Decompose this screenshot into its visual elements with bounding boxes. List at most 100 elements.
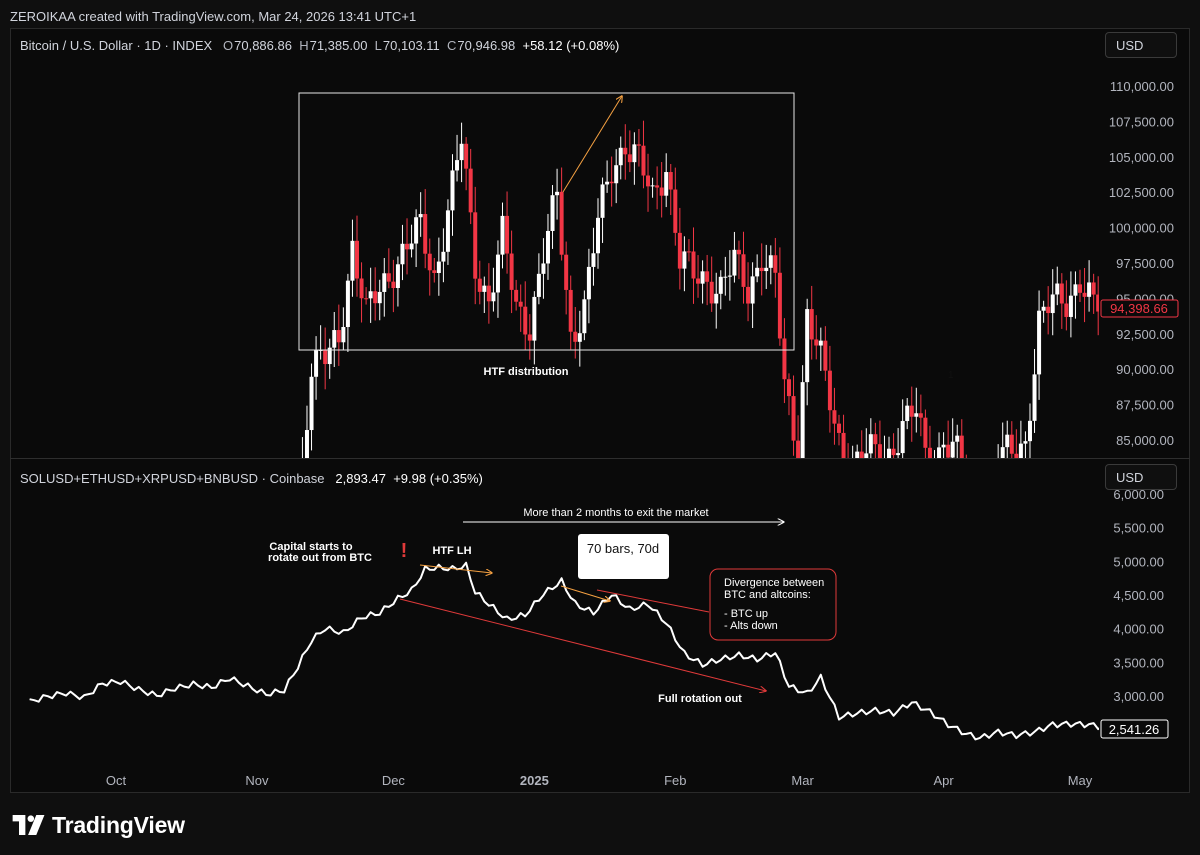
btc-candle-body: [468, 168, 473, 213]
divergence-pointer-line[interactable]: [596, 589, 710, 613]
btc-candle-body: [723, 276, 728, 278]
tradingview-logo[interactable]: TradingView: [12, 812, 185, 839]
chart-frame: [10, 28, 1190, 793]
time-axis-tick: Mar: [791, 773, 814, 788]
btc-axis-tick: 90,000.00: [1116, 362, 1174, 377]
btc-change: +58.12 (+0.08%): [522, 38, 620, 53]
btc-candle-body: [932, 475, 936, 492]
btc-candle-body: [782, 338, 787, 380]
btc-candle-body: [278, 561, 282, 579]
alts-axis-tick: 5,000.00: [1113, 554, 1164, 569]
btc-candle-body: [400, 243, 405, 265]
btc-candle-body: [814, 339, 819, 346]
btc-candle-body: [686, 251, 691, 253]
close-value: 70,946.98: [457, 38, 516, 53]
btc-candle-body: [1055, 283, 1060, 295]
btc-candle-body: [905, 405, 910, 422]
btc-price-axis[interactable]: 110,000.00 107,500.00 105,000.00 102,500.00…: [1109, 79, 1174, 448]
open-value: 70,886.86: [234, 38, 292, 53]
btc-candle-body: [646, 175, 651, 187]
btc-candle-body: [673, 189, 678, 233]
btc-candle-body: [823, 340, 828, 371]
months-exit-label: More than 2 months to exit the market: [523, 507, 708, 519]
bars-range-box[interactable]: [578, 534, 669, 579]
btc-candle-body: [523, 306, 528, 335]
btc-candle-body: [791, 396, 796, 441]
alts-lower-high-arrow-1[interactable]: [419, 564, 492, 573]
btc-higher-high-arrow[interactable]: [562, 96, 622, 193]
btc-candle-body: [755, 267, 760, 277]
btc-candle-body: [777, 272, 782, 339]
btc-symbol: Bitcoin / U.S. Dollar · 1D · INDEX: [20, 38, 213, 53]
capital-rotate-label-2: rotate out from BTC: [268, 552, 372, 564]
btc-candle-body: [477, 278, 482, 292]
currency-button-bottom[interactable]: USD: [1105, 464, 1177, 490]
btc-candle-body: [609, 181, 614, 184]
btc-candle-body: [591, 253, 596, 267]
pane-divider[interactable]: [10, 458, 1190, 459]
btc-candle-body: [877, 444, 882, 458]
btc-candle-body: [436, 261, 441, 273]
btc-candle-body: [851, 465, 855, 492]
btc-candle-body: [1059, 283, 1064, 304]
btc-candle-body: [296, 509, 300, 538]
alts-symbol: SOLUSD+ETHUSD+XRPUSD+BNBUSD · Coinbase: [20, 471, 325, 486]
btc-candle-body: [800, 382, 805, 458]
btc-candle-body: [1027, 420, 1032, 442]
btc-axis-tick: 85,000.00: [1116, 433, 1174, 448]
btc-candle-body: [896, 453, 901, 456]
btc-candle-body: [382, 273, 387, 292]
btc-candle-body: [341, 327, 346, 343]
currency-button-top[interactable]: USD: [1105, 32, 1177, 58]
btc-candle-body: [582, 299, 587, 334]
btc-axis-tick: 110,000.00: [1110, 79, 1174, 94]
divergence-line-3: - BTC up: [724, 608, 768, 620]
btc-candle-body: [983, 532, 987, 544]
btc-candle-body: [859, 451, 864, 458]
full-rotation-arrow[interactable]: [399, 598, 766, 691]
alts-lower-high-arrow-2[interactable]: [560, 585, 610, 601]
alts-axis-tick: 3,500.00: [1113, 655, 1164, 670]
btc-candle-body: [500, 215, 505, 255]
btc-candle-body: [941, 444, 946, 448]
btc-candle-body: [1064, 303, 1069, 317]
btc-candle-body: [696, 278, 701, 284]
btc-candle-body: [773, 255, 778, 273]
btc-candle-body: [314, 350, 319, 377]
bars-range-label: 70 bars, 70d: [587, 541, 659, 556]
alts-price-axis[interactable]: 6,000.00 5,500.00 5,000.00 4,500.00 4,000.00…: [1113, 487, 1164, 704]
btc-candle-body: [409, 243, 414, 250]
alts-axis-tick: 5,500.00: [1113, 521, 1164, 536]
warning-exclamation-icon: !: [401, 540, 408, 562]
divergence-callout[interactable]: [709, 568, 837, 641]
btc-candle-body: [532, 296, 537, 341]
btc-candle-body: [900, 421, 905, 454]
alts-last-value-text: 2,541.26: [1109, 722, 1160, 737]
btc-candle-body: [386, 273, 391, 282]
btc-candle-body: [350, 240, 355, 281]
btc-candle-body: [682, 251, 687, 269]
open-key: O: [223, 38, 234, 53]
btc-candle-body: [455, 160, 460, 171]
btc-candle-body: [837, 423, 841, 433]
btc-candle-body: [482, 285, 487, 292]
time-axis-tick: 2025: [520, 773, 549, 788]
btc-candle-body: [336, 330, 341, 343]
divergence-line-4: - Alts down: [724, 620, 778, 632]
distribution-range-box[interactable]: [298, 92, 795, 351]
time-axis-tick: Apr: [933, 773, 954, 788]
btc-candle-body: [1037, 310, 1042, 375]
btc-candle-body: [586, 266, 591, 300]
divergence-line-1: Divergence between: [724, 577, 824, 589]
btc-candle-body: [405, 243, 410, 250]
time-axis[interactable]: Oct Nov Dec 2025 Feb Mar Apr May: [106, 773, 1093, 788]
btc-axis-tick: 102,500.00: [1109, 185, 1174, 200]
btc-candle-body: [550, 195, 555, 231]
divergence-line-2: BTC and altcoins:: [724, 589, 811, 601]
alts-index-line: [29, 561, 1099, 741]
low-value: 70,103.11: [382, 38, 440, 53]
btc-candle-body: [323, 349, 328, 365]
btc-candle-body: [368, 291, 373, 299]
btc-candle-body: [459, 143, 464, 161]
